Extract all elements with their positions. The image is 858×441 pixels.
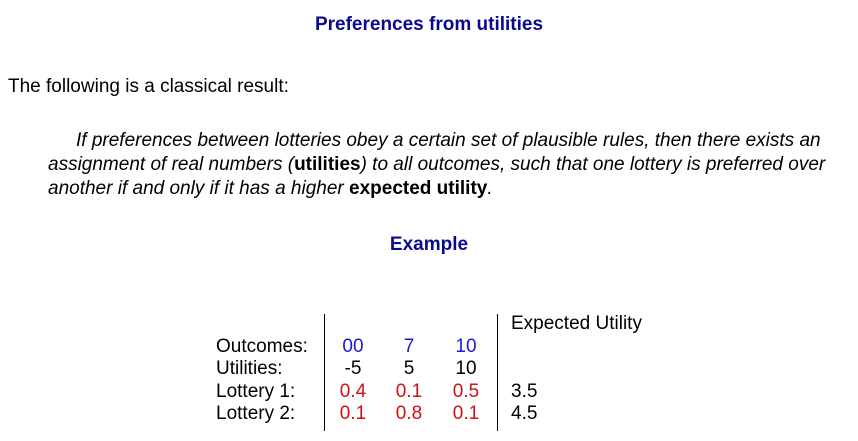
lottery-1-expected-utility: 3.5 [511,381,538,402]
lottery-1-prob-2: 0.1 [395,381,423,402]
outcome-value-1: 00 [342,336,364,357]
outcome-value-3: 10 [455,336,477,357]
theorem-statement: If preferences between lotteries obey a … [48,129,828,201]
utility-value-3: 10 [455,358,477,379]
lottery-2-expected-utility: 4.5 [511,403,538,424]
theorem-part-2: ) to all outcomes, such that one lottery… [48,154,826,199]
table-divider-left [324,314,325,431]
example-heading: Example [389,234,469,255]
row-label-utilities: Utilities: [216,358,283,379]
row-label-lottery-2: Lottery 2: [216,403,296,424]
outcome-value-2: 7 [403,336,415,357]
theorem-part-1: If preferences between lotteries obey a … [48,130,821,175]
page-title: Preferences from utilities [314,14,544,35]
table-divider-right [497,314,498,431]
expected-utility-header: Expected Utility [511,313,642,334]
lottery-2-prob-3: 0.1 [452,403,480,424]
lottery-1-prob-1: 0.4 [339,381,367,402]
row-label-outcomes: Outcomes: [216,336,308,357]
theorem-part-3: . [487,178,493,199]
term-expected-utility: expected utility [349,178,488,199]
intro-text: The following is a classical result: [8,76,289,97]
utility-value-1: -5 [344,358,362,379]
lottery-2-prob-2: 0.8 [395,403,423,424]
lottery-1-prob-3: 0.5 [452,381,480,402]
lottery-2-prob-1: 0.1 [339,403,367,424]
row-label-lottery-1: Lottery 1: [216,381,296,402]
utility-value-2: 5 [403,358,415,379]
term-utilities: utilities [294,154,361,175]
